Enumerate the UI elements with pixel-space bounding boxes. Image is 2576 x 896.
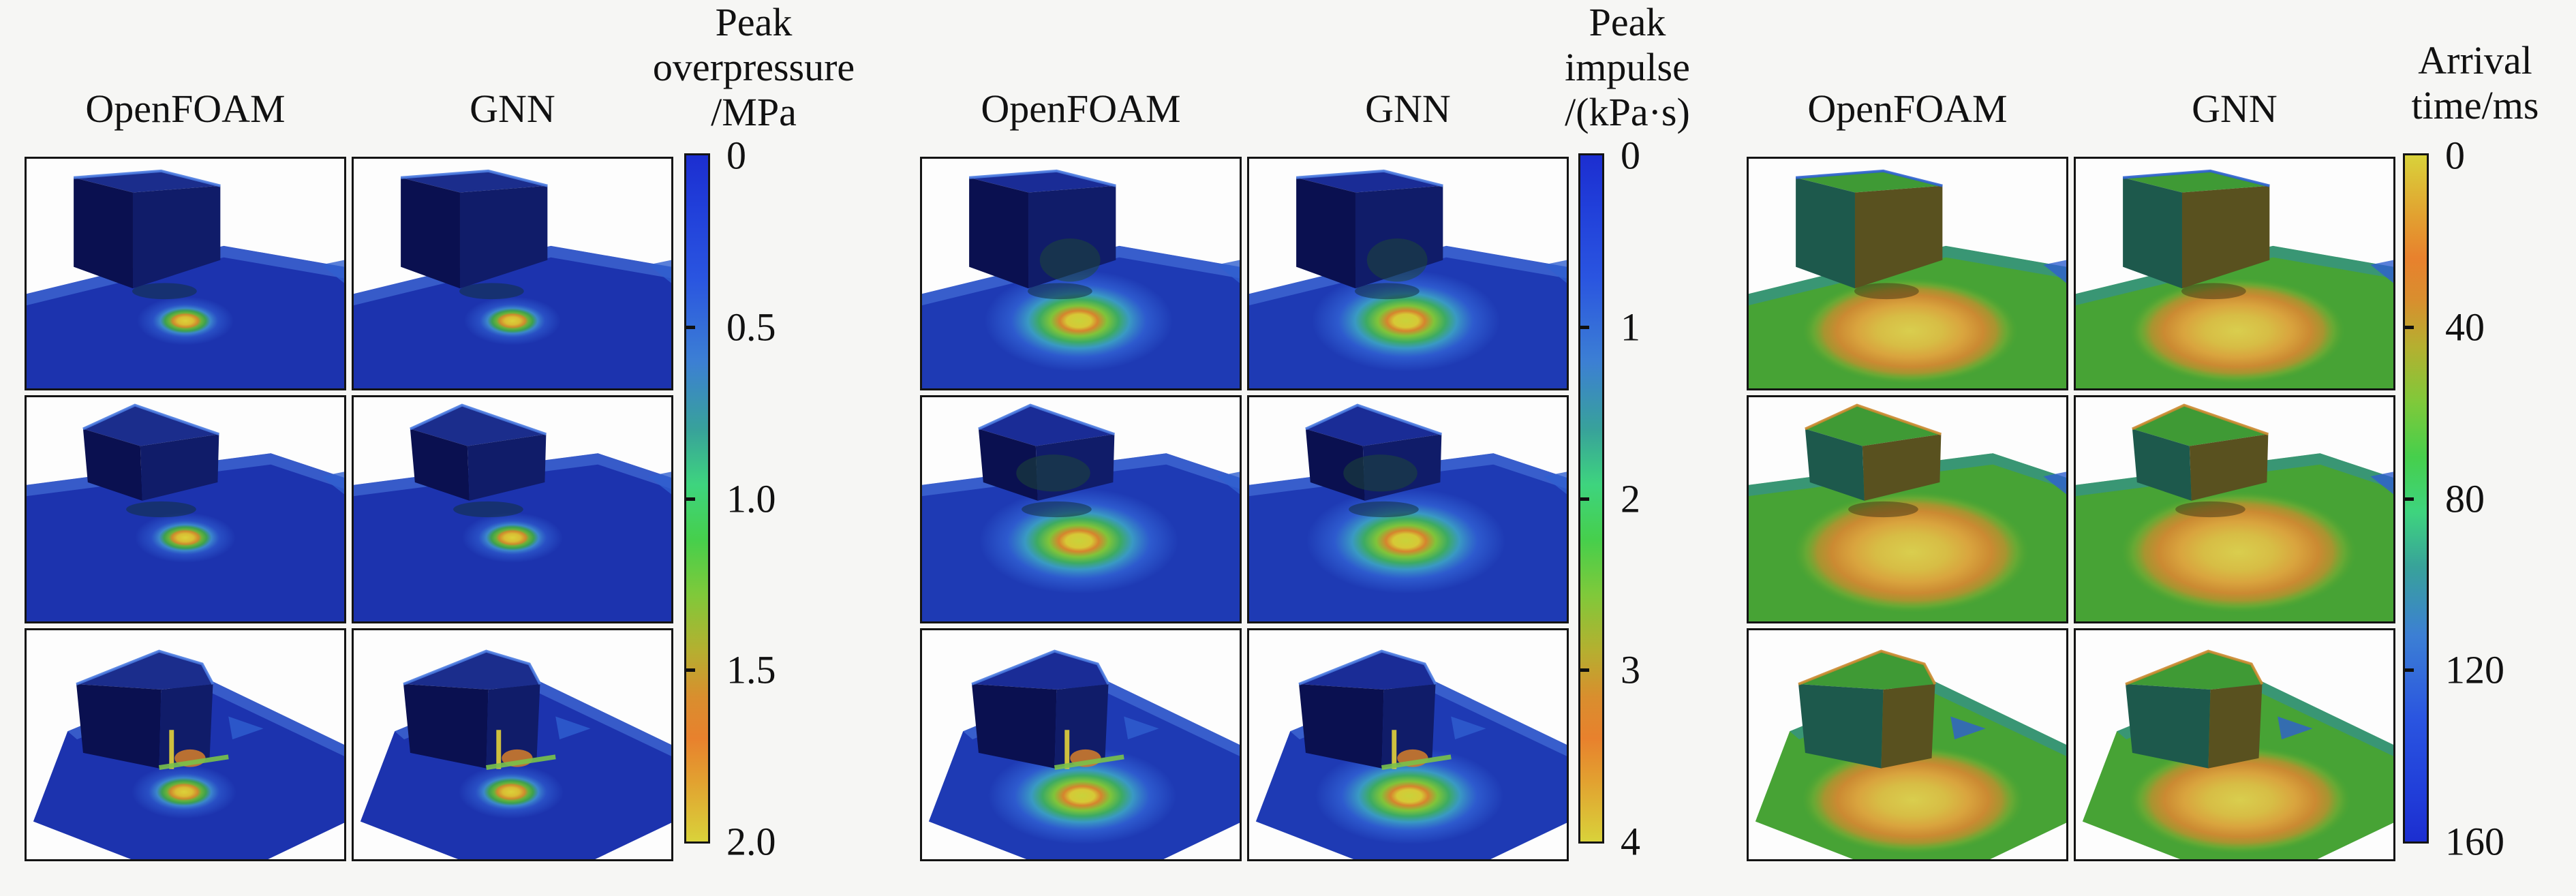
scene-render	[27, 159, 344, 388]
scene-render	[1249, 397, 1567, 621]
colorbar-tick-label-arrival-1: 40	[2445, 305, 2485, 350]
scene-render	[354, 630, 671, 859]
colorbar-tick-mark	[2405, 497, 2414, 501]
colorbar-title-overpressure: Peak overpressure/MPa	[653, 0, 855, 135]
colorbar-impulse	[1578, 153, 1604, 844]
column-header-impulse-gnn: GNN	[1365, 87, 1451, 131]
column-header-overpressure-gnn: GNN	[470, 87, 555, 131]
scene-render	[354, 159, 671, 388]
colorbar-tick-label-arrival-2: 80	[2445, 476, 2485, 521]
colorbar-tick-label-overpressure-4: 2.0	[726, 819, 776, 864]
panel-arrival-row3-gnn	[2074, 628, 2395, 861]
colorbar-tick-label-overpressure-3: 1.5	[726, 647, 776, 692]
scene-render	[2076, 630, 2393, 859]
scene-render	[2076, 159, 2393, 388]
colorbar-title-line: time/ms	[2411, 83, 2539, 127]
colorbar-title-impulse: Peak impulse/(kPa·s)	[1565, 0, 1690, 135]
colorbar-tick-label-overpressure-2: 1.0	[726, 476, 776, 521]
panel-impulse-row2-gnn	[1247, 395, 1569, 623]
colorbar-tick-label-arrival-0: 0	[2445, 133, 2465, 178]
colorbar-tick-label-impulse-1: 1	[1621, 305, 1640, 350]
scene-render	[922, 397, 1240, 621]
colorbar-tick-label-arrival-4: 160	[2445, 819, 2504, 864]
scene-render	[922, 159, 1240, 388]
colorbar-tick-mark	[1580, 325, 1589, 329]
colorbar-tick-label-overpressure-0: 0	[726, 133, 746, 178]
scene-render	[922, 630, 1240, 859]
colorbar-tick-mark	[1580, 668, 1589, 673]
colorbar-title-line: Arrival	[2418, 38, 2532, 82]
column-header-arrival-gnn: GNN	[2192, 87, 2278, 131]
column-header-arrival-openfoam: OpenFOAM	[1807, 87, 2008, 131]
panel-overpressure-row3-openfoam	[25, 628, 346, 861]
colorbar-arrival	[2403, 153, 2429, 844]
panel-impulse-row3-openfoam	[920, 628, 1242, 861]
scene-render	[27, 397, 344, 621]
colorbar-tick-mark	[686, 497, 695, 501]
panel-overpressure-row2-gnn	[352, 395, 673, 623]
colorbar-tick-label-overpressure-1: 0.5	[726, 305, 776, 350]
panel-overpressure-row1-gnn	[352, 157, 673, 390]
panel-overpressure-row1-openfoam	[25, 157, 346, 390]
scene-render	[354, 397, 671, 621]
panel-arrival-row1-gnn	[2074, 157, 2395, 390]
colorbar-tick-mark	[2405, 668, 2414, 673]
colorbar-tick-label-impulse-2: 2	[1621, 476, 1640, 521]
panel-arrival-row2-gnn	[2074, 395, 2395, 623]
panel-overpressure-row3-gnn	[352, 628, 673, 861]
panel-overpressure-row2-openfoam	[25, 395, 346, 623]
colorbar-title-arrival: Arrival time/ms	[2412, 38, 2539, 128]
colorbar-tick-label-impulse-0: 0	[1621, 133, 1640, 178]
panel-arrival-row1-openfoam	[1747, 157, 2068, 390]
panel-arrival-row3-openfoam	[1747, 628, 2068, 861]
colorbar-overpressure	[684, 153, 710, 844]
scene-render	[1249, 630, 1567, 859]
scene-render	[1749, 159, 2066, 388]
colorbar-title-line: overpressure	[652, 45, 855, 89]
scene-render	[1249, 159, 1567, 388]
panel-arrival-row2-openfoam	[1747, 395, 2068, 623]
panel-impulse-row2-openfoam	[920, 395, 1242, 623]
colorbar-title-line: /(kPa·s)	[1565, 90, 1690, 134]
colorbar-tick-mark	[686, 668, 695, 673]
colorbar-title-line: impulse	[1565, 45, 1690, 89]
column-header-overpressure-openfoam: OpenFOAM	[85, 87, 286, 131]
colorbar-tick-label-impulse-3: 3	[1621, 647, 1640, 692]
colorbar-title-line: Peak	[715, 0, 793, 44]
scene-render	[2076, 397, 2393, 621]
colorbar-tick-mark	[686, 325, 695, 329]
colorbar-tick-label-impulse-4: 4	[1621, 819, 1640, 864]
scene-render	[1749, 630, 2066, 859]
panel-impulse-row3-gnn	[1247, 628, 1569, 861]
scene-render	[1749, 397, 2066, 621]
colorbar-title-line: /MPa	[711, 90, 797, 134]
panel-impulse-row1-openfoam	[920, 157, 1242, 390]
colorbar-title-line: Peak	[1589, 0, 1666, 44]
column-header-impulse-openfoam: OpenFOAM	[981, 87, 1181, 131]
scene-render	[27, 630, 344, 859]
colorbar-tick-label-arrival-3: 120	[2445, 647, 2504, 692]
colorbar-tick-mark	[1580, 497, 1589, 501]
panel-impulse-row1-gnn	[1247, 157, 1569, 390]
colorbar-tick-mark	[2405, 325, 2414, 329]
